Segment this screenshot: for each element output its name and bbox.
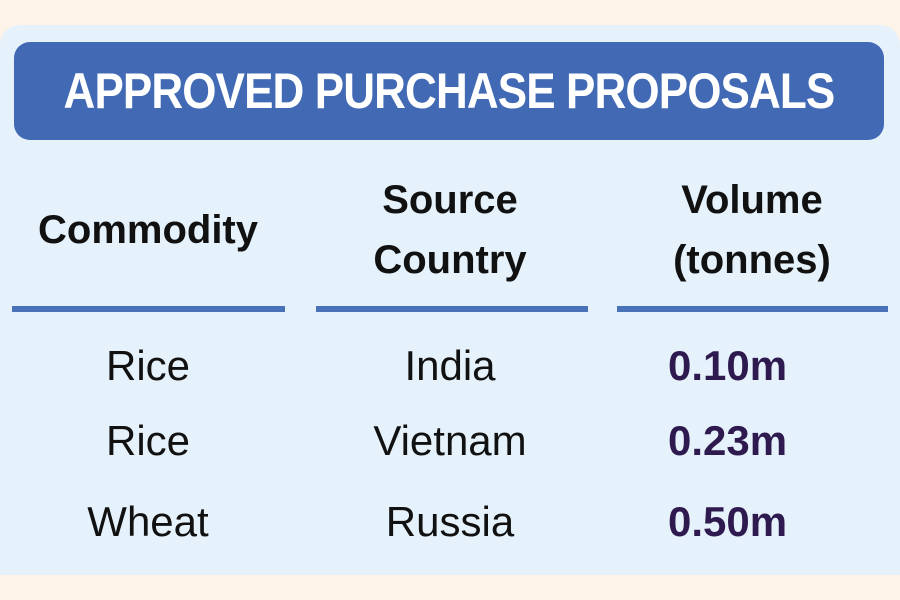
header-commodity: Commodity xyxy=(0,170,296,290)
cell-country: India xyxy=(404,342,496,389)
header-volume: Volume (tonnes) xyxy=(602,170,900,290)
cell-volume: 0.23m xyxy=(668,417,788,464)
header-line-2: (tonnes) xyxy=(673,238,831,282)
cell-country: Vietnam xyxy=(373,417,527,464)
cell-country: Russia xyxy=(385,498,515,545)
header-divider xyxy=(12,306,285,312)
header-commodity-text: Commodity xyxy=(38,208,258,252)
header-source-country: Source Country xyxy=(300,170,600,290)
title-banner: APPROVED PURCHASE PROPOSALS xyxy=(14,42,884,140)
table-title: APPROVED PURCHASE PROPOSALS xyxy=(63,63,836,119)
header-divider xyxy=(316,306,588,312)
header-divider xyxy=(617,306,888,312)
header-line-1: Source xyxy=(382,178,518,222)
cell-commodity: Rice xyxy=(105,342,191,389)
cell-volume: 0.10m xyxy=(668,342,788,389)
header-line-1: Volume xyxy=(681,178,823,222)
cell-commodity: Rice xyxy=(105,417,191,464)
header-line-2: Country xyxy=(373,238,527,282)
cell-volume: 0.50m xyxy=(668,498,788,545)
cell-commodity: Wheat xyxy=(87,498,209,545)
